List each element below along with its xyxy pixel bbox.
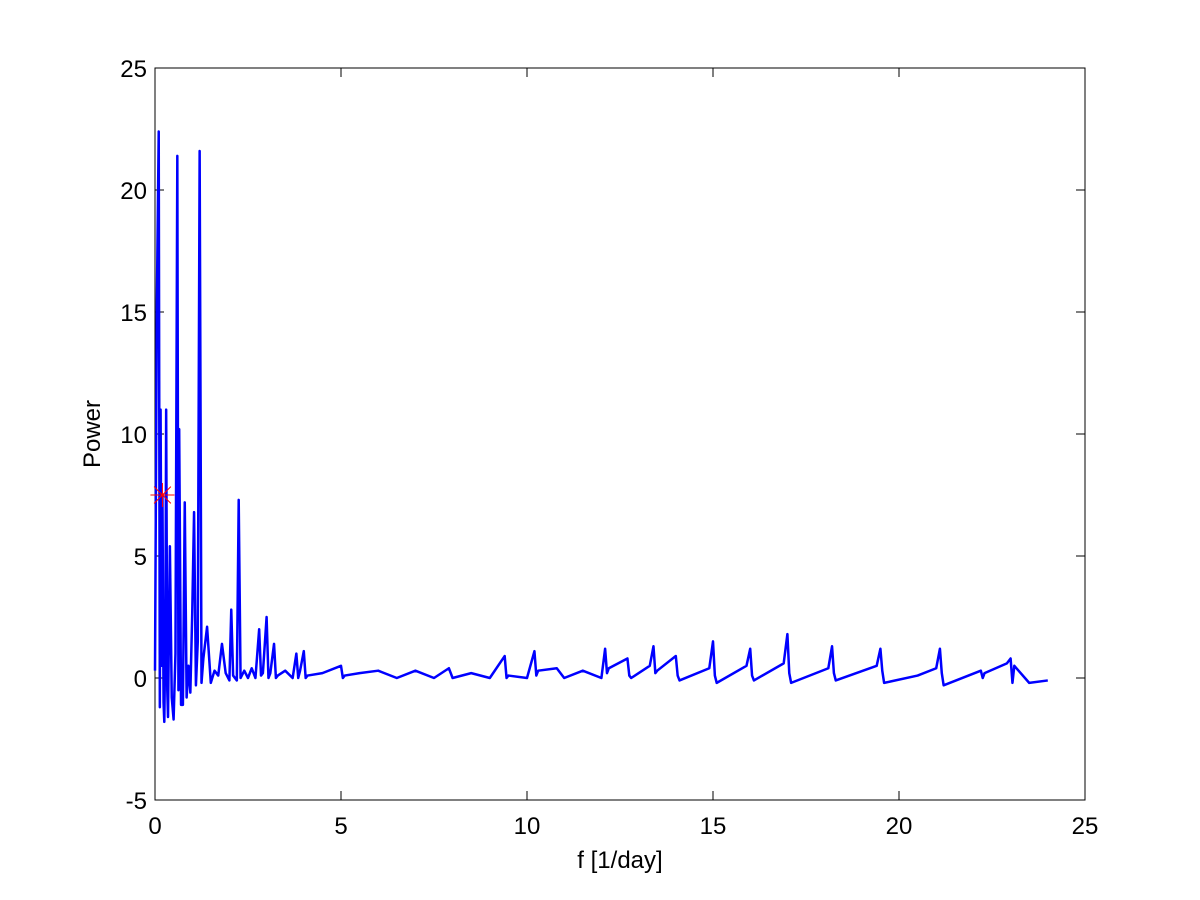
x-tick-label: 0 bbox=[148, 813, 161, 840]
x-tick-label: 5 bbox=[334, 813, 347, 840]
x-tick-label: 20 bbox=[886, 813, 913, 840]
y-tick-label: -5 bbox=[126, 788, 147, 815]
x-tick-label: 10 bbox=[514, 813, 541, 840]
y-tick-label: 10 bbox=[120, 422, 147, 449]
x-axis-label: f [1/day] bbox=[577, 847, 662, 874]
data-line bbox=[153, 130, 1048, 724]
x-tick-label: 15 bbox=[700, 813, 727, 840]
y-tick-label: 5 bbox=[134, 544, 147, 571]
y-axis-label: Power bbox=[79, 400, 106, 468]
y-tick-label: 0 bbox=[134, 666, 147, 693]
x-tick-label: 25 bbox=[1072, 813, 1099, 840]
y-tick-label: 20 bbox=[120, 178, 147, 205]
y-tick-label: 25 bbox=[120, 56, 147, 83]
plot-area bbox=[154, 67, 1086, 801]
star-marker bbox=[150, 483, 175, 507]
y-tick-label: 15 bbox=[120, 300, 147, 327]
